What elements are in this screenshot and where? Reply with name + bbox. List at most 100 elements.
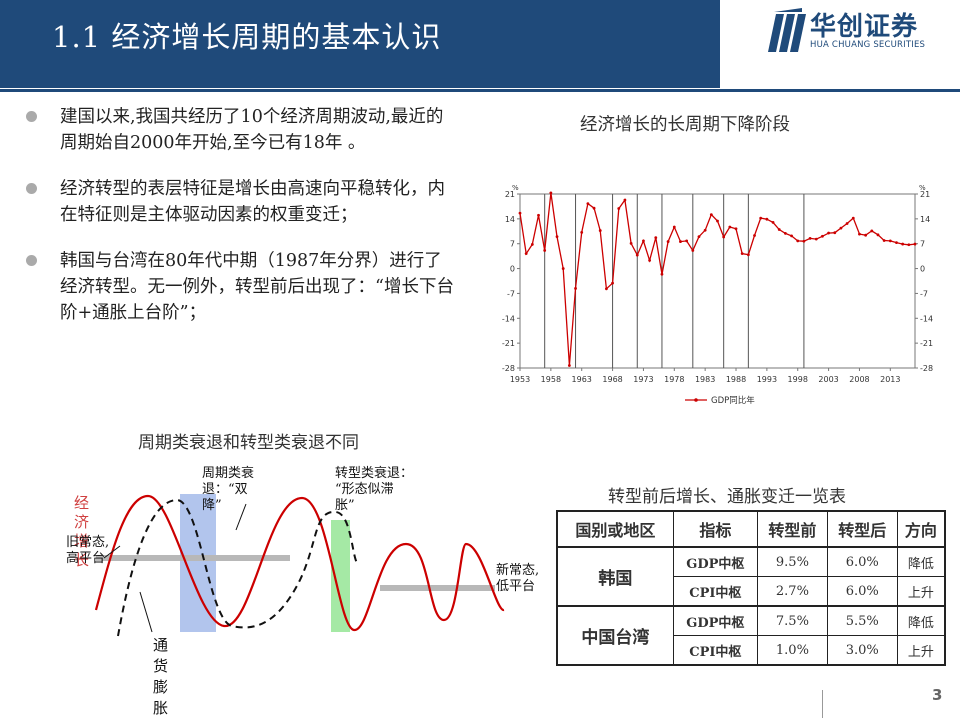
gdp-data-point — [555, 235, 559, 239]
x-tick-label: 1968 — [602, 375, 622, 384]
gdp-data-point — [802, 239, 806, 243]
bullet-item: 韩国与台湾在80年代中期（1987年分界）进行了经济转型。无一例外，转型前后出现… — [24, 248, 454, 326]
table-header-cell: 转型前 — [756, 510, 828, 548]
gdp-data-point — [833, 231, 837, 235]
gdp-data-point — [635, 253, 639, 257]
gdp-data-point — [543, 249, 547, 252]
table-header-cell: 转型后 — [826, 510, 898, 548]
gdp-data-point — [876, 233, 880, 237]
gdp-data-point — [709, 213, 713, 216]
growth-label: 经济增长 — [74, 494, 90, 569]
gdp-data-point — [685, 239, 689, 243]
gdp-data-point — [796, 239, 800, 243]
before-cell: 1.0% — [756, 635, 828, 666]
gdp-data-point — [740, 252, 744, 256]
gdp-data-point — [827, 231, 830, 235]
gdp-data-point — [783, 232, 787, 235]
gdp-data-point — [913, 242, 917, 246]
x-tick-label: 1953 — [510, 375, 530, 384]
y-tick-label-right: -14 — [920, 314, 933, 323]
y-tick-label-left: 7 — [510, 240, 515, 249]
transition-recession-band — [331, 520, 350, 632]
y-tick-label-right: -7 — [920, 289, 928, 298]
table-row: 韩国 GDP中枢 9.5% 6.0% 降低 — [556, 546, 946, 607]
gdp-data-point — [629, 241, 633, 245]
table-title: 转型前后增长、通胀变迁一览表 — [608, 487, 846, 507]
x-tick-label: 1988 — [726, 375, 746, 384]
metric-cell: CPI中枢 — [672, 635, 758, 666]
gdp-data-point — [888, 239, 892, 243]
gdp-data-point — [759, 216, 763, 220]
bullet-list: 建国以来,我国共经历了10个经济周期波动,最近的周期始自2000年开始,至今已有… — [24, 104, 454, 346]
new-normal-label: 新常态, 低平台 — [496, 563, 540, 594]
y-tick-label-right: 0 — [920, 265, 925, 274]
bullet-item: 经济转型的表层特征是增长由高速向平稳转化，内在特征则是主体驱动因素的权重变迁； — [24, 176, 454, 228]
logo-mark-icon — [768, 8, 806, 52]
y-tick-label-left: 21 — [505, 190, 515, 199]
gdp-data-point — [765, 217, 769, 221]
table-header-cell: 指标 — [672, 510, 758, 548]
y-tick-label-left: -14 — [502, 314, 515, 323]
region-cell: 中国台湾 — [556, 605, 674, 666]
gdp-data-point — [734, 227, 738, 231]
gdp-data-point — [679, 240, 682, 243]
gdp-data-point — [864, 233, 868, 237]
gdp-data-point — [771, 221, 775, 224]
x-tick-label: 1958 — [541, 375, 561, 384]
gdp-data-point — [524, 252, 528, 256]
y-tick-label-left: -7 — [507, 289, 515, 298]
y-tick-label-left: -21 — [502, 339, 515, 348]
y-tick-label-left: 0 — [510, 265, 515, 274]
gdp-data-point — [746, 253, 750, 257]
table-row: CPI中枢 1.0% 3.0% 上升 — [557, 635, 946, 666]
gdp-data-point — [790, 234, 793, 238]
x-tick-label: 1963 — [572, 375, 592, 384]
y-tick-label-right: -21 — [920, 339, 933, 348]
gdp-data-point — [598, 229, 602, 232]
x-tick-label: 1978 — [664, 375, 684, 384]
gdp-data-point — [642, 239, 645, 243]
gdp-data-point — [672, 225, 676, 229]
bullet-dot-icon — [26, 111, 37, 122]
logo-chinese-name: 华创证券 — [810, 12, 919, 42]
gdp-data-point — [858, 232, 861, 236]
growth-curve — [94, 494, 506, 632]
direction-cell: 上升 — [896, 635, 946, 666]
title-bar: 1.1 经济增长周期的基本认识 — [0, 0, 720, 88]
region-cell: 韩国 — [556, 546, 674, 607]
gdp-data-point — [895, 241, 898, 245]
gdp-data-point — [851, 216, 855, 220]
x-tick-label: 1983 — [695, 375, 715, 384]
after-cell: 6.0% — [826, 576, 898, 607]
metric-cell: GDP中枢 — [672, 546, 758, 577]
x-tick-label: 2013 — [880, 375, 900, 384]
gdp-data-point — [882, 239, 886, 242]
bullet-text: 韩国与台湾在80年代中期（1987年分界）进行了经济转型。无一例外，转型前后出现… — [60, 251, 454, 323]
cyclical-arrow — [235, 503, 247, 531]
gdp-data-point — [549, 191, 553, 195]
y-tick-label-right: 14 — [920, 215, 930, 224]
gdp-data-point — [870, 229, 874, 233]
gdp-data-point — [703, 228, 707, 232]
gdp-data-point — [617, 207, 621, 210]
bullet-text: 建国以来,我国共经历了10个经济周期波动,最近的周期始自2000年开始,至今已有… — [60, 107, 444, 153]
bullet-item: 建国以来,我国共经历了10个经济周期波动,最近的周期始自2000年开始,至今已有… — [24, 104, 454, 156]
gdp-data-point — [777, 228, 781, 231]
gdp-line-chart: 21 21 14 14 7 7 0 0 -7 -7 -14 -14 -21 -21 -28 -28% % 1953… — [502, 184, 933, 406]
page-number: 3 — [932, 686, 943, 704]
after-cell: 6.0% — [826, 546, 898, 577]
gdp-data-point — [697, 235, 701, 239]
old-normal-arrow — [103, 545, 121, 559]
y-tick-label-left: 14 — [505, 215, 515, 224]
transition-recession-label: 转型类衰退： “形态似滞 胀” — [335, 466, 414, 513]
cycle-chart-title: 周期类衰退和转型类衰退不同 — [138, 433, 359, 453]
gdp-data-point — [654, 236, 658, 240]
y-unit-right: % — [919, 184, 926, 192]
gdp-data-point — [907, 243, 911, 247]
inflation-label: 通货膨胀 — [153, 636, 169, 717]
y-tick-label-left: -28 — [502, 364, 515, 373]
metric-cell: CPI中枢 — [672, 576, 758, 607]
x-tick-label: 1998 — [788, 375, 808, 384]
y-tick-label-right: 7 — [920, 240, 925, 249]
gdp-data-point — [728, 225, 732, 229]
